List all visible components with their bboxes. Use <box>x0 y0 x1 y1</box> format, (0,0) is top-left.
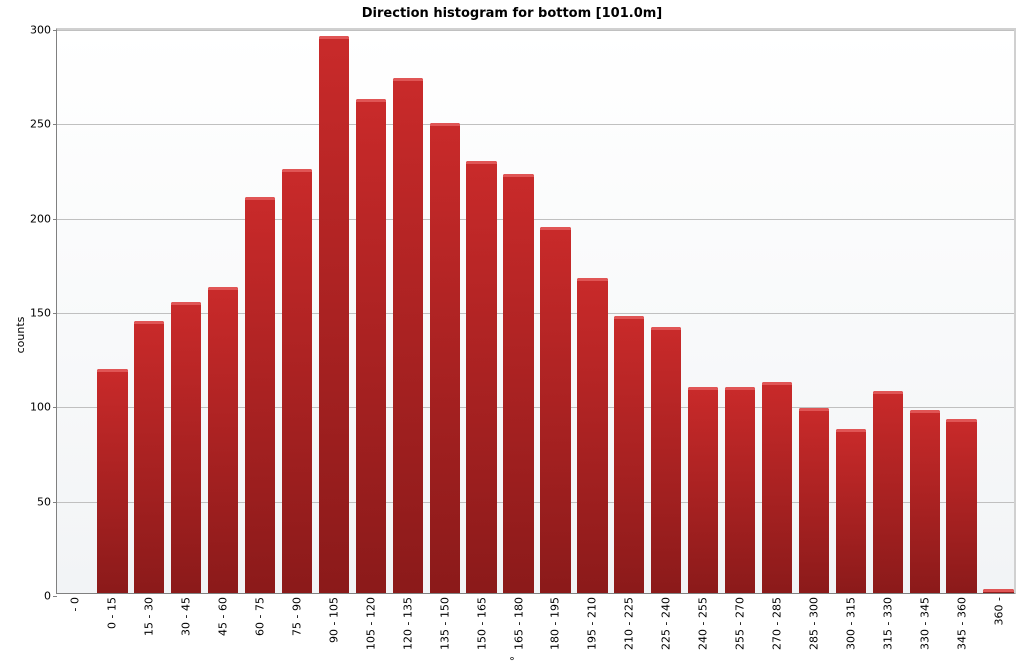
gridline <box>57 30 1014 31</box>
xtick-label: 45 - 60 <box>217 597 230 636</box>
bar-highlight <box>946 419 976 422</box>
bar-highlight <box>245 197 275 200</box>
bar-highlight <box>319 36 349 39</box>
bar-highlight <box>577 278 607 281</box>
bar-highlight <box>97 369 127 372</box>
bar <box>983 589 1013 593</box>
bar-highlight <box>503 174 533 177</box>
ytick-mark <box>53 502 57 503</box>
bar-highlight <box>356 99 386 102</box>
bar <box>430 123 460 593</box>
ytick-mark <box>53 219 57 220</box>
bar-highlight <box>836 429 866 432</box>
chart-container: Direction histogram for bottom [101.0m] … <box>0 0 1024 670</box>
bar-highlight <box>540 227 570 230</box>
bar-highlight <box>983 589 1013 592</box>
bar <box>171 302 201 593</box>
xtick-label: 285 - 300 <box>807 597 820 650</box>
xtick-label: 30 - 45 <box>180 597 193 636</box>
ytick-mark <box>53 596 57 597</box>
xtick-label: 300 - 315 <box>844 597 857 650</box>
ytick-mark <box>53 30 57 31</box>
xtick-label: - 0 <box>69 597 82 611</box>
xtick-label: 135 - 150 <box>438 597 451 650</box>
ytick-mark <box>53 124 57 125</box>
bar <box>836 429 866 593</box>
bar <box>134 321 164 593</box>
bar <box>466 161 496 593</box>
bar-highlight <box>688 387 718 390</box>
bar-highlight <box>799 408 829 411</box>
bar-highlight <box>430 123 460 126</box>
bar <box>873 391 903 593</box>
bar <box>503 174 533 593</box>
bar-highlight <box>873 391 903 394</box>
bar-highlight <box>466 161 496 164</box>
bar-highlight <box>393 78 423 81</box>
xtick-label: 270 - 285 <box>771 597 784 650</box>
x-axis-label: ° <box>0 655 1024 668</box>
plot-area: 050100150200250300 - 00 - 1515 - 3030 - … <box>56 28 1016 594</box>
bar-highlight <box>282 169 312 172</box>
xtick-label: 210 - 225 <box>623 597 636 650</box>
bar-highlight <box>762 382 792 385</box>
xtick-label: 120 - 135 <box>401 597 414 650</box>
ytick-label: 50 <box>37 495 51 508</box>
bar <box>910 410 940 593</box>
bar <box>245 197 275 593</box>
gridline <box>57 219 1014 220</box>
xtick-label: 225 - 240 <box>660 597 673 650</box>
bar <box>208 287 238 593</box>
bar <box>799 408 829 593</box>
bar <box>540 227 570 593</box>
bar <box>762 382 792 593</box>
xtick-label: 180 - 195 <box>549 597 562 650</box>
bar <box>651 327 681 593</box>
ytick-label: 0 <box>44 590 51 603</box>
ytick-mark <box>53 407 57 408</box>
xtick-label: 345 - 360 <box>955 597 968 650</box>
ytick-label: 300 <box>30 24 51 37</box>
ytick-label: 150 <box>30 307 51 320</box>
xtick-label: 15 - 30 <box>143 597 156 636</box>
bar <box>97 369 127 594</box>
xtick-label: 0 - 15 <box>106 597 119 629</box>
bar <box>946 419 976 593</box>
xtick-label: 330 - 345 <box>918 597 931 650</box>
bar-highlight <box>208 287 238 290</box>
ytick-label: 100 <box>30 401 51 414</box>
xtick-label: 60 - 75 <box>254 597 267 636</box>
bar-highlight <box>614 316 644 319</box>
bar-highlight <box>171 302 201 305</box>
xtick-label: 255 - 270 <box>734 597 747 650</box>
xtick-label: 75 - 90 <box>291 597 304 636</box>
xtick-label: 240 - 255 <box>697 597 710 650</box>
xtick-label: 150 - 165 <box>475 597 488 650</box>
ytick-label: 200 <box>30 212 51 225</box>
bar-highlight <box>910 410 940 413</box>
ytick-mark <box>53 313 57 314</box>
xtick-label: 165 - 180 <box>512 597 525 650</box>
bar <box>282 169 312 594</box>
xtick-label: 360 - <box>992 597 1005 625</box>
bar <box>319 36 349 593</box>
ytick-label: 250 <box>30 118 51 131</box>
gridline <box>57 124 1014 125</box>
xtick-label: 195 - 210 <box>586 597 599 650</box>
bar-highlight <box>725 387 755 390</box>
bar <box>393 78 423 593</box>
bar <box>577 278 607 593</box>
bar <box>356 99 386 593</box>
xtick-label: 315 - 330 <box>881 597 894 650</box>
bar-highlight <box>134 321 164 324</box>
bar <box>725 387 755 593</box>
y-axis-label: counts <box>14 317 27 354</box>
xtick-label: 105 - 120 <box>364 597 377 650</box>
chart-title: Direction histogram for bottom [101.0m] <box>0 6 1024 21</box>
bar <box>688 387 718 593</box>
xtick-label: 90 - 105 <box>327 597 340 643</box>
bar-highlight <box>651 327 681 330</box>
bar <box>614 316 644 593</box>
